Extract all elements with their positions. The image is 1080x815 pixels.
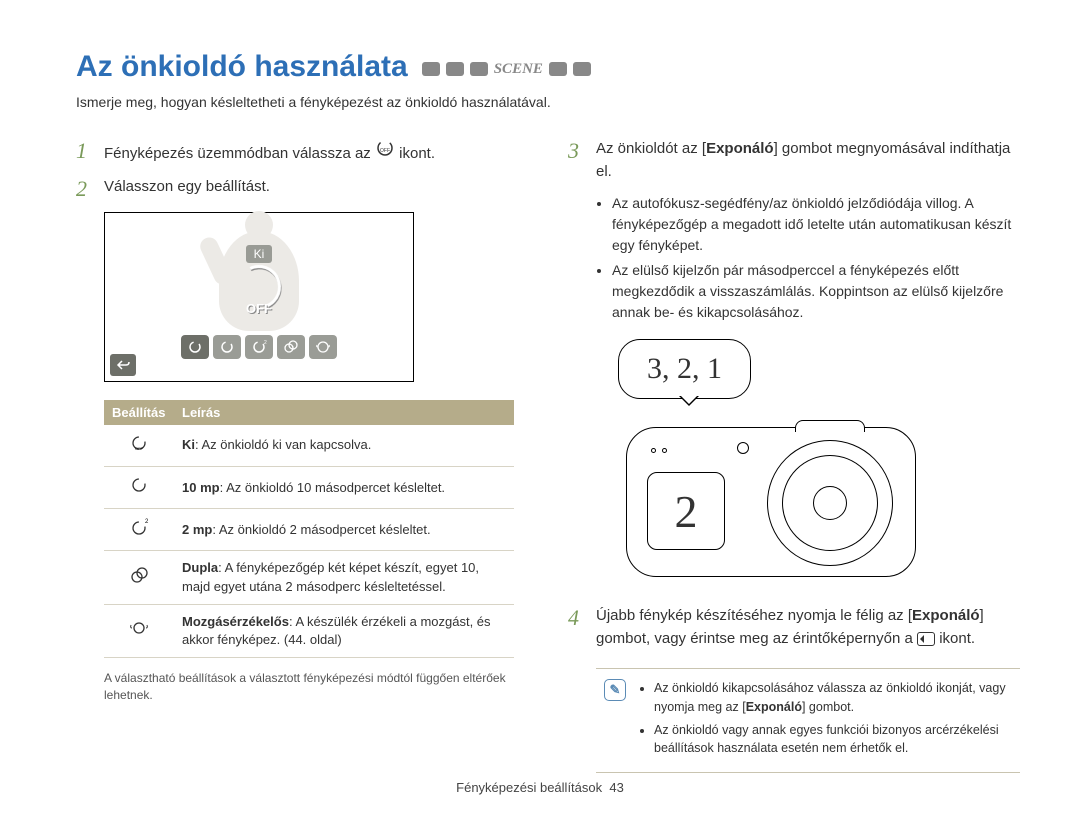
timer-double-icon <box>129 565 149 585</box>
note-item: Az önkioldó vagy annak egyes funkciói bi… <box>654 721 1012 759</box>
opt-motion-icon[interactable] <box>309 335 337 359</box>
table-footnote: A választható beállítások a választott f… <box>104 670 514 704</box>
bullet-item: Az autofókusz-segédfény/az önkioldó jelz… <box>612 193 1020 256</box>
step-number: 2 <box>76 176 94 202</box>
step-number: 1 <box>76 138 94 166</box>
table-row: OFF Ki: Az önkioldó ki van kapcsolva. <box>104 425 514 467</box>
note-item: Az önkioldó kikapcsolásához válassza az … <box>654 679 1012 717</box>
step-text: Az önkioldót az [Exponáló] gombot megnyo… <box>596 138 1020 183</box>
table-cell: 10 mp: Az önkioldó 10 másodpercet késlel… <box>174 467 514 509</box>
intro-text: Ismerje meg, hogyan késleltetheti a fény… <box>76 94 1020 110</box>
step1-text-b: ikont. <box>399 145 435 162</box>
table-header-row: Beállítás Leírás <box>104 400 514 425</box>
table-cell: 2 mp: Az önkioldó 2 másodpercet késlelte… <box>174 509 514 551</box>
timer-2s-icon: 2 <box>129 517 149 537</box>
front-screen: 2 <box>647 472 725 550</box>
scene-label: SCENE <box>494 61 543 78</box>
option-label: Ki <box>246 245 273 263</box>
timer-off-icon: OFF <box>375 138 395 158</box>
table-row: Dupla: A fényképezőgép két képet készít,… <box>104 551 514 604</box>
mode-icons: SCENE <box>422 61 591 78</box>
step-1: 1 Fényképezés üzemmódban válassza az OFF… <box>76 138 528 166</box>
opt-off-icon[interactable] <box>181 335 209 359</box>
svg-text:2: 2 <box>145 519 149 525</box>
mode-icon <box>446 62 464 76</box>
step-text: Újabb fénykép készítéséhez nyomja le fél… <box>596 605 1020 650</box>
mode-icon <box>470 62 488 76</box>
big-off-icon: OFF <box>237 265 281 316</box>
step-number: 3 <box>568 138 586 183</box>
table-row: 2 2 mp: Az önkioldó 2 másodpercet késlel… <box>104 509 514 551</box>
mode-icon <box>422 62 440 76</box>
note-box: ✎ Az önkioldó kikapcsolásához válassza a… <box>596 668 1020 773</box>
opt-2s-icon[interactable]: 2 <box>245 335 273 359</box>
step-number: 4 <box>568 605 586 650</box>
table-row: Mozgásérzékelős: A készülék érzékeli a m… <box>104 604 514 657</box>
timer-motion-icon <box>129 618 149 638</box>
right-column: 3 Az önkioldót az [Exponáló] gombot megn… <box>568 138 1020 773</box>
lens-icon <box>767 440 893 566</box>
table-cell: Ki: Az önkioldó ki van kapcsolva. <box>174 425 514 467</box>
page-footer: Fényképezési beállítások 43 <box>0 780 1080 795</box>
step-text: Válasszon egy beállítást. <box>104 176 270 202</box>
table-header: Beállítás <box>104 400 174 425</box>
svg-text:OFF: OFF <box>135 446 144 451</box>
svg-text:OFF: OFF <box>380 148 390 154</box>
step-4: 4 Újabb fénykép készítéséhez nyomja le f… <box>568 605 1020 650</box>
left-column: 1 Fényképezés üzemmódban válassza az OFF… <box>76 138 528 773</box>
camera-screen-mock: Ki OFF 2 <box>104 212 414 382</box>
camera-body: 2 <box>626 427 916 577</box>
step3-bullets: Az autofókusz-segédfény/az önkioldó jelz… <box>612 193 1020 323</box>
title-row: Az önkioldó használata SCENE <box>76 50 1020 84</box>
svg-text:2: 2 <box>264 340 267 346</box>
mode-icon <box>573 62 591 76</box>
step-text: Fényképezés üzemmódban válassza az OFF i… <box>104 138 435 166</box>
step1-text-a: Fényképezés üzemmódban válassza az <box>104 145 371 162</box>
bullet-item: Az elülső kijelzőn pár másodperccel a fé… <box>612 260 1020 323</box>
option-row: 2 <box>181 335 337 359</box>
table-cell: Mozgásérzékelős: A készülék érzékeli a m… <box>174 604 514 657</box>
page-title: Az önkioldó használata <box>76 50 408 84</box>
mode-icon <box>549 62 567 76</box>
table-header: Leírás <box>174 400 514 425</box>
note-icon: ✎ <box>604 679 626 701</box>
back-button[interactable] <box>110 354 136 376</box>
step-3: 3 Az önkioldót az [Exponáló] gombot megn… <box>568 138 1020 183</box>
camera-illustration: 3, 2, 1 2 <box>608 339 938 589</box>
opt-10s-icon[interactable] <box>213 335 241 359</box>
timer-10s-icon <box>129 475 149 495</box>
timer-off-icon: OFF <box>129 433 149 453</box>
table-cell: Dupla: A fényképezőgép két képet készít,… <box>174 551 514 604</box>
countdown-bubble: 3, 2, 1 <box>618 339 751 399</box>
opt-double-icon[interactable] <box>277 335 305 359</box>
table-row: 10 mp: Az önkioldó 10 másodpercet késlel… <box>104 467 514 509</box>
step-2: 2 Válasszon egy beállítást. <box>76 176 528 202</box>
shutter-icon <box>917 632 935 646</box>
settings-table: Beállítás Leírás OFF Ki: Az önkioldó ki … <box>104 400 514 658</box>
